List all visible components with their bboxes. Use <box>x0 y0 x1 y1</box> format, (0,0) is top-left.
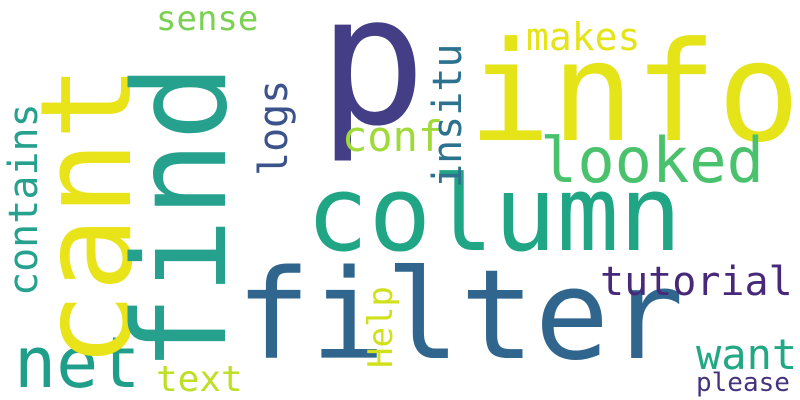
word-find: find <box>107 63 256 372</box>
word-conf: conf <box>342 112 444 161</box>
word-makes: makes <box>526 15 641 59</box>
word-filter: filter <box>236 244 684 388</box>
word-insitu: insitu <box>425 43 471 189</box>
word-looked: looked <box>540 124 764 197</box>
word-please: please <box>696 368 790 398</box>
word-sense: sense <box>156 0 259 39</box>
word-p: p <box>318 0 427 166</box>
word-text: text <box>156 359 243 400</box>
word-contains: contains <box>1 103 47 296</box>
word-info: info <box>468 12 800 173</box>
word-tutorial: tutorial <box>600 259 793 305</box>
word-logs: logs <box>251 79 297 176</box>
word-column: column <box>306 153 682 275</box>
word-help: Help <box>361 286 401 368</box>
word-net: net <box>14 322 141 400</box>
word-want: want <box>696 330 798 379</box>
